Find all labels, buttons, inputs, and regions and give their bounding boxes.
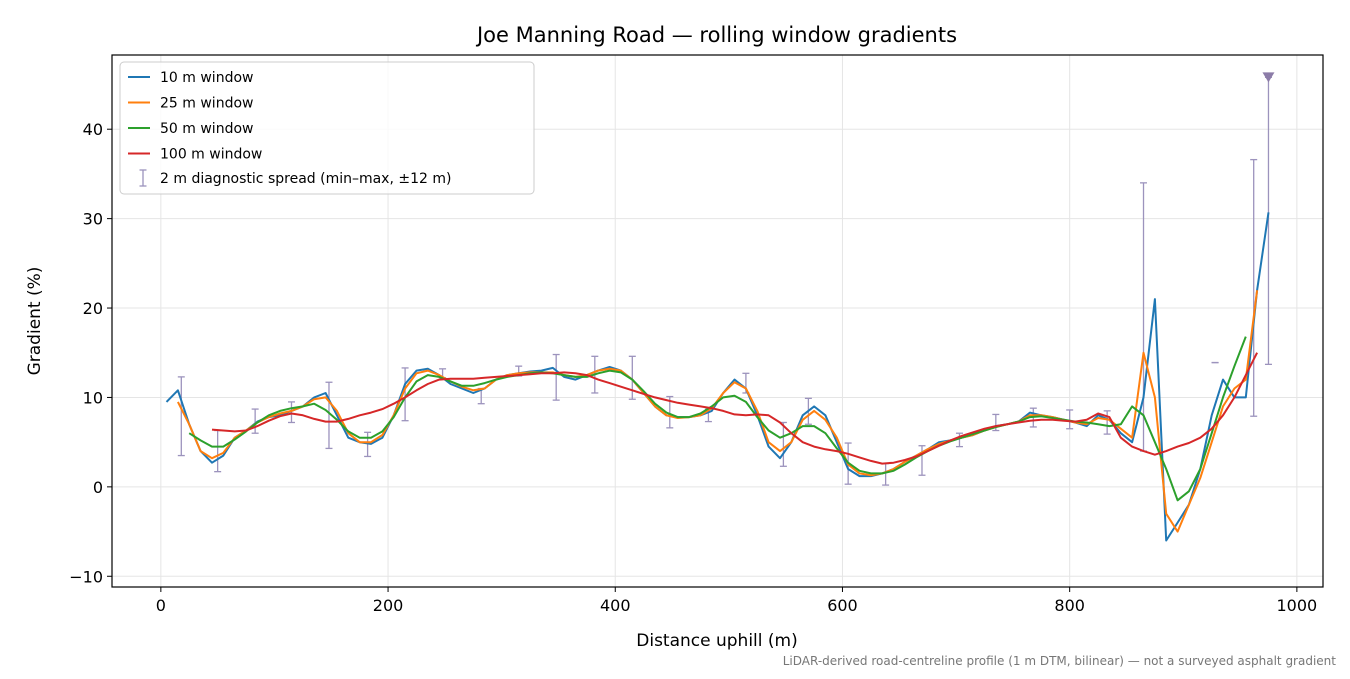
legend-label: 100 m window bbox=[160, 147, 262, 163]
legend-box bbox=[119, 61, 535, 195]
y-tick-label: 0 bbox=[93, 478, 103, 497]
legend-label: 2 m diagnostic spread (min–max, ±12 m) bbox=[160, 171, 451, 187]
legend-swatch bbox=[139, 169, 147, 187]
error-bar bbox=[1066, 409, 1074, 430]
error-bar bbox=[325, 381, 333, 450]
x-tick-label: 0 bbox=[156, 596, 166, 615]
y-tick-label: 10 bbox=[83, 388, 103, 407]
x-tick-label: 1000 bbox=[1277, 596, 1318, 615]
legend: 10 m window 25 m window 50 m window 100 m w… bbox=[119, 61, 535, 195]
legend-label: 50 m window bbox=[160, 121, 253, 137]
error-bar bbox=[177, 376, 185, 457]
error-bar bbox=[955, 432, 963, 448]
series-line bbox=[211, 352, 1258, 465]
plot-frame bbox=[111, 54, 1324, 588]
y-axis-label: Gradient (%) bbox=[25, 267, 45, 376]
x-tick-label: 400 bbox=[600, 596, 631, 615]
error-bar bbox=[918, 445, 926, 476]
legend-label: 25 m window bbox=[160, 96, 253, 112]
footnote: LiDAR-derived road-centreline profile (1… bbox=[783, 654, 1337, 668]
y-tick-label: −10 bbox=[69, 567, 103, 586]
x-tick-label: 600 bbox=[827, 596, 858, 615]
y-tick-label: 40 bbox=[83, 120, 103, 139]
x-axis-label: Distance uphill (m) bbox=[636, 631, 797, 651]
y-tick-label: 30 bbox=[83, 210, 103, 229]
plot-area bbox=[165, 72, 1275, 542]
clip-marker bbox=[1262, 72, 1275, 83]
axes: 0 200 400 600 800 1000 −10 0 10 20 30 40 bbox=[69, 120, 1317, 615]
chart-title: Joe Manning Road — rolling window gradie… bbox=[475, 23, 957, 47]
error-bar bbox=[287, 401, 295, 424]
legend-label: 10 m window bbox=[160, 70, 253, 86]
y-tick-label: 20 bbox=[83, 299, 103, 318]
series-line bbox=[177, 290, 1259, 533]
error-bar bbox=[251, 408, 259, 434]
error-bar bbox=[1103, 410, 1111, 435]
error-bar bbox=[552, 353, 560, 401]
error-bar bbox=[628, 355, 636, 400]
x-tick-label: 800 bbox=[1054, 596, 1085, 615]
x-tick-label: 200 bbox=[373, 596, 404, 615]
error-bar bbox=[1250, 158, 1258, 417]
error-bar bbox=[401, 367, 409, 422]
